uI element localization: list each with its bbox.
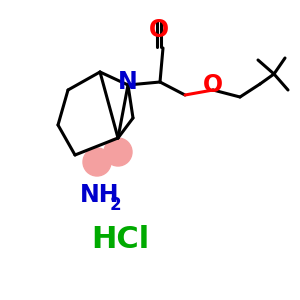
Text: NH: NH xyxy=(80,183,119,207)
Text: O: O xyxy=(203,73,223,97)
Text: N: N xyxy=(118,70,138,94)
Text: HCl: HCl xyxy=(91,226,149,254)
Circle shape xyxy=(104,138,132,166)
Text: O: O xyxy=(149,18,169,42)
Text: 2: 2 xyxy=(110,196,122,214)
Circle shape xyxy=(83,148,111,176)
